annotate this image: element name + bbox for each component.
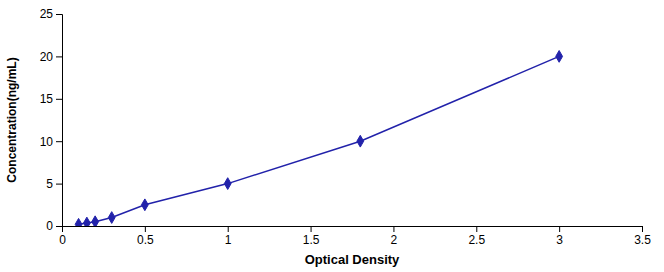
point <box>83 217 90 226</box>
y-tick: 5 <box>46 177 62 191</box>
x-tick-label: 3.5 <box>634 233 651 247</box>
x-tick-label: 1.5 <box>303 233 320 247</box>
y-axis-title: Concentration(ng/mL) <box>5 57 19 182</box>
x-tick-label: 0.5 <box>137 233 154 247</box>
x-axis-line <box>63 227 643 233</box>
point <box>556 51 563 63</box>
x-tick-label: 0 <box>59 233 66 247</box>
y-axis: 0 5 10 15 20 25 <box>40 7 63 233</box>
y-tick-mark <box>56 184 62 185</box>
y-tick: 20 <box>40 50 62 64</box>
x-axis-title: Optical Density <box>305 252 400 267</box>
y-tick-label: 10 <box>40 135 54 149</box>
y-tick-label: 20 <box>40 50 54 64</box>
x-tick-label: 3 <box>556 233 563 247</box>
plot-area: 0 0.5 1 1.5 2 2.5 3 3.5 0 5 10 15 20 25 <box>40 7 652 246</box>
y-tick-mark <box>56 141 62 142</box>
y-tick-label: 5 <box>46 177 53 191</box>
x-tick: 2.5 <box>468 226 485 247</box>
y-tick-mark <box>56 99 62 100</box>
x-tick: 2 <box>391 226 398 247</box>
point <box>92 216 99 226</box>
x-tick: 1 <box>225 226 232 247</box>
point <box>224 178 231 190</box>
x-tick-mark <box>642 226 643 232</box>
x-tick-label: 2.5 <box>468 233 485 247</box>
y-tick-label: 15 <box>40 92 54 106</box>
y-tick: 10 <box>40 135 62 149</box>
y-tick-label: 25 <box>40 7 54 21</box>
x-tick: 3.5 <box>634 226 651 247</box>
x-tick-mark <box>393 226 394 232</box>
point <box>75 218 82 226</box>
line <box>79 56 560 224</box>
y-tick: 15 <box>40 92 62 106</box>
y-tick-mark <box>56 56 62 57</box>
point <box>357 135 364 147</box>
x-tick-mark <box>476 226 477 232</box>
y-tick-mark <box>56 226 62 227</box>
y-tick: 25 <box>40 7 62 21</box>
x-tick-label: 1 <box>225 233 232 247</box>
x-tick-mark <box>559 226 560 232</box>
x-tick-mark <box>145 226 146 232</box>
y-tick-label: 0 <box>46 219 53 233</box>
point <box>141 199 148 211</box>
point <box>108 212 115 224</box>
x-tick: 0 <box>59 226 66 247</box>
x-tick-label: 2 <box>391 233 398 247</box>
y-tick: 0 <box>46 219 62 233</box>
chart-container: 0 0.5 1 1.5 2 2.5 3 3.5 0 5 10 15 20 25 Optical Densit… <box>0 0 664 272</box>
x-tick: 3 <box>556 226 563 247</box>
x-tick: 0.5 <box>137 226 154 247</box>
x-tick-mark <box>311 226 312 232</box>
marks <box>75 51 562 226</box>
x-tick: 1.5 <box>303 226 320 247</box>
x-tick-mark <box>228 226 229 232</box>
y-axis-line <box>56 15 63 227</box>
y-tick-mark <box>56 14 62 15</box>
chart-svg: 0 0.5 1 1.5 2 2.5 3 3.5 0 5 10 15 20 25 Optical Densit… <box>0 0 664 272</box>
x-axis: 0 0.5 1 1.5 2 2.5 3 3.5 <box>59 226 651 247</box>
